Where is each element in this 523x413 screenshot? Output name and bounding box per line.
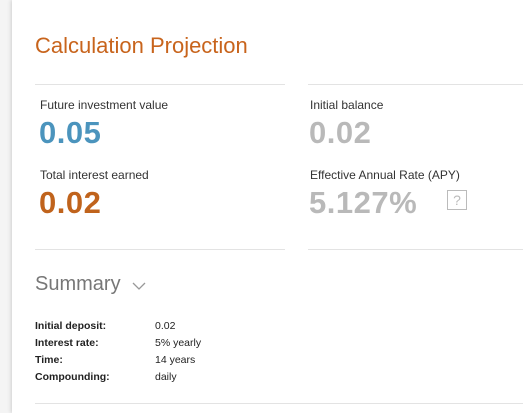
divider — [308, 84, 523, 85]
summary-value: 5% yearly — [155, 337, 202, 349]
result-label: Future investment value — [40, 98, 169, 112]
result-value: 5.127% — [309, 185, 418, 220]
panel — [12, 0, 523, 413]
result-value: 0.02 — [39, 185, 102, 220]
result-value: 0.05 — [39, 115, 102, 150]
summary-key: Initial deposit: — [35, 320, 107, 332]
divider — [35, 403, 523, 404]
summary-key: Compounding: — [35, 371, 110, 383]
divider — [35, 249, 285, 250]
result-value: 0.02 — [309, 115, 372, 150]
summary-key: Time: — [35, 354, 63, 366]
chevron[interactable] — [132, 281, 146, 291]
result-label: Effective Annual Rate (APY) — [310, 168, 460, 182]
help-icon[interactable]: ? — [447, 190, 467, 210]
summary-value: daily — [155, 371, 177, 383]
summary-key: Interest rate: — [35, 337, 99, 349]
title: Calculation Projection — [35, 33, 248, 58]
summary-value: 0.02 — [155, 320, 176, 332]
summary-title[interactable]: Summary — [35, 273, 121, 295]
divider — [308, 249, 523, 250]
summary-value: 14 years — [155, 354, 196, 366]
result-label: Total interest earned — [40, 168, 149, 182]
result-label: Initial balance — [310, 98, 384, 112]
divider — [35, 84, 285, 85]
